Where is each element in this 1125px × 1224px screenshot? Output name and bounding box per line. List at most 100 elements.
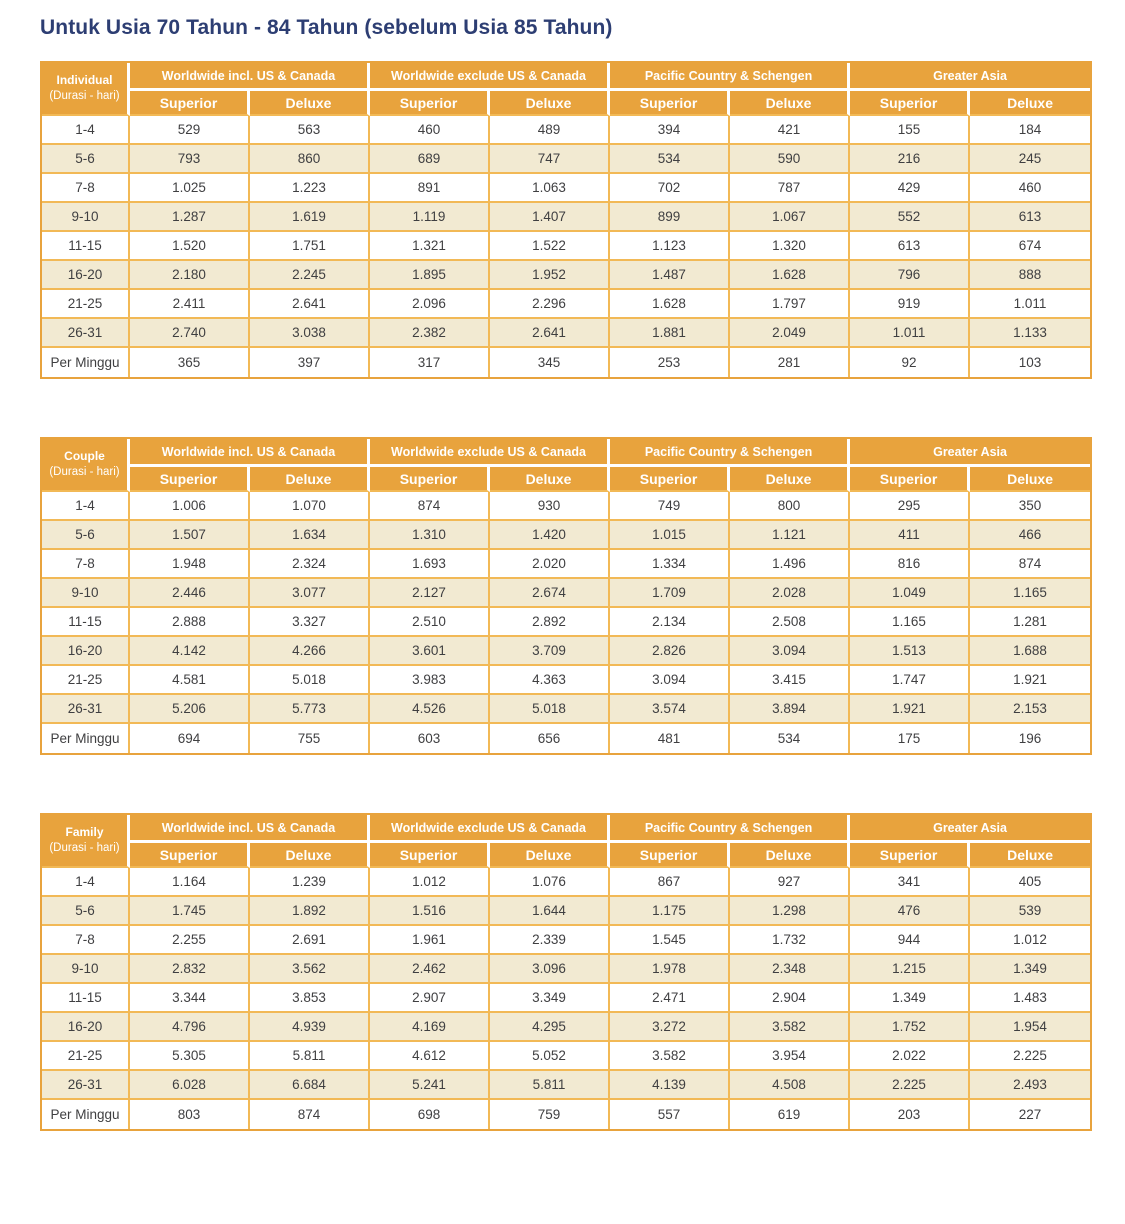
subcolumn-header: Superior	[370, 467, 491, 492]
price-cell: 2.462	[370, 955, 491, 984]
price-cell: 1.076	[490, 868, 611, 897]
price-cell: 196	[970, 724, 1091, 753]
price-cell: 1.407	[490, 203, 611, 232]
duration-cell: 21-25	[42, 666, 130, 695]
price-cell: 702	[610, 174, 731, 203]
duration-cell: 26-31	[42, 319, 130, 348]
price-cell: 1.165	[850, 608, 971, 637]
table-body: 1-4 529 563 460 489 394 421 155 184 5-6 793 860 689 7…	[42, 116, 1091, 377]
price-cell: 2.674	[490, 579, 611, 608]
price-cell: 539	[970, 897, 1091, 926]
table-row: 7-8 1.948 2.324 1.693 2.020 1.334 1.496 816 874	[42, 550, 1091, 579]
duration-cell: 11-15	[42, 984, 130, 1013]
table-row: 16-20 4.142 4.266 3.601 3.709 2.826 3.094 1.513…	[42, 637, 1091, 666]
price-cell: 1.011	[970, 290, 1091, 319]
price-cell: 2.508	[730, 608, 851, 637]
price-cell: 2.446	[130, 579, 250, 608]
price-cell: 5.305	[130, 1042, 250, 1071]
price-cell: 103	[970, 348, 1091, 377]
subcolumn-header: Deluxe	[730, 91, 851, 116]
price-cell: 175	[850, 724, 971, 753]
price-cell: 2.324	[250, 550, 371, 579]
duration-cell: Per Minggu	[42, 1100, 130, 1129]
price-cell: 3.983	[370, 666, 491, 695]
duration-cell: 5-6	[42, 145, 130, 174]
subcolumn-header: Superior	[610, 91, 731, 116]
duration-cell: 21-25	[42, 290, 130, 319]
subcolumn-header: Deluxe	[490, 91, 611, 116]
price-cell: 1.619	[250, 203, 371, 232]
column-group-header: Worldwide incl. US & Canada	[130, 63, 371, 91]
price-cell: 1.522	[490, 232, 611, 261]
price-cell: 1.952	[490, 261, 611, 290]
price-cell: 1.119	[370, 203, 491, 232]
table-head: Individual (Durasi - hari) Worldwide incl.…	[42, 63, 1091, 116]
table-row: 1-4 529 563 460 489 394 421 155 184	[42, 116, 1091, 145]
price-cell: 1.420	[490, 521, 611, 550]
price-cell: 1.310	[370, 521, 491, 550]
price-cell: 1.751	[250, 232, 371, 261]
price-cell: 1.349	[850, 984, 971, 1013]
price-cell: 317	[370, 348, 491, 377]
price-cell: 2.096	[370, 290, 491, 319]
price-cell: 1.025	[130, 174, 250, 203]
price-cell: 2.255	[130, 926, 250, 955]
table-category-label: Couple	[64, 449, 105, 464]
table-row: 1-4 1.006 1.070 874 930 749 800 295 350	[42, 492, 1091, 521]
price-cell: 1.948	[130, 550, 250, 579]
price-cell: 860	[250, 145, 371, 174]
duration-cell: 7-8	[42, 174, 130, 203]
table-corner-header: Couple (Durasi - hari)	[42, 439, 130, 492]
header-sub-row: Superior Deluxe Superior Deluxe Superior Delu…	[42, 91, 1091, 116]
table-row: 21-25 2.411 2.641 2.096 2.296 1.628 1.797 919 1.…	[42, 290, 1091, 319]
price-cell: 4.363	[490, 666, 611, 695]
table-row: 16-20 2.180 2.245 1.895 1.952 1.487 1.628 796 88…	[42, 261, 1091, 290]
price-cell: 2.020	[490, 550, 611, 579]
duration-cell: 26-31	[42, 695, 130, 724]
price-cell: 534	[610, 145, 731, 174]
price-cell: 2.153	[970, 695, 1091, 724]
duration-cell: 7-8	[42, 926, 130, 955]
price-cell: 1.239	[250, 868, 371, 897]
table-row: Per Minggu 365 397 317 345 253 281 92 103	[42, 348, 1091, 377]
price-cell: 3.349	[490, 984, 611, 1013]
price-cell: 4.581	[130, 666, 250, 695]
price-cell: 1.070	[250, 492, 371, 521]
subcolumn-header: Superior	[610, 467, 731, 492]
price-cell: 3.954	[730, 1042, 851, 1071]
price-cell: 4.295	[490, 1013, 611, 1042]
price-cell: 2.510	[370, 608, 491, 637]
price-cell: 2.339	[490, 926, 611, 955]
price-cell: 1.921	[850, 695, 971, 724]
price-cell: 749	[610, 492, 731, 521]
column-group-header: Worldwide exclude US & Canada	[370, 63, 611, 91]
price-cell: 1.516	[370, 897, 491, 926]
subcolumn-header: Superior	[130, 843, 250, 868]
duration-cell: 16-20	[42, 637, 130, 666]
header-group-row: Individual (Durasi - hari) Worldwide incl.…	[42, 63, 1091, 116]
table-row: 26-31 6.028 6.684 5.241 5.811 4.139 4.508 2.225…	[42, 1071, 1091, 1100]
price-cell: 1.745	[130, 897, 250, 926]
price-cell: 1.011	[850, 319, 971, 348]
price-cell: 1.298	[730, 897, 851, 926]
table-head: Couple (Durasi - hari) Worldwide incl. US …	[42, 439, 1091, 492]
price-cell: 803	[130, 1100, 250, 1129]
price-cell: 874	[250, 1100, 371, 1129]
price-cell: 816	[850, 550, 971, 579]
price-cell: 1.049	[850, 579, 971, 608]
table-row: 5-6 793 860 689 747 534 590 216 245	[42, 145, 1091, 174]
price-cell: 1.709	[610, 579, 731, 608]
price-cell: 2.907	[370, 984, 491, 1013]
price-cell: 245	[970, 145, 1091, 174]
price-cell: 1.164	[130, 868, 250, 897]
price-cell: 899	[610, 203, 731, 232]
price-cell: 698	[370, 1100, 491, 1129]
duration-cell: Per Minggu	[42, 348, 130, 377]
price-cell: 603	[370, 724, 491, 753]
price-cell: 92	[850, 348, 971, 377]
header-sub-row: Superior Deluxe Superior Deluxe Superior Delu…	[42, 467, 1091, 492]
price-cell: 888	[970, 261, 1091, 290]
price-cell: 1.881	[610, 319, 731, 348]
table-row: 26-31 5.206 5.773 4.526 5.018 3.574 3.894 1.921…	[42, 695, 1091, 724]
subcolumn-header: Superior	[130, 91, 250, 116]
